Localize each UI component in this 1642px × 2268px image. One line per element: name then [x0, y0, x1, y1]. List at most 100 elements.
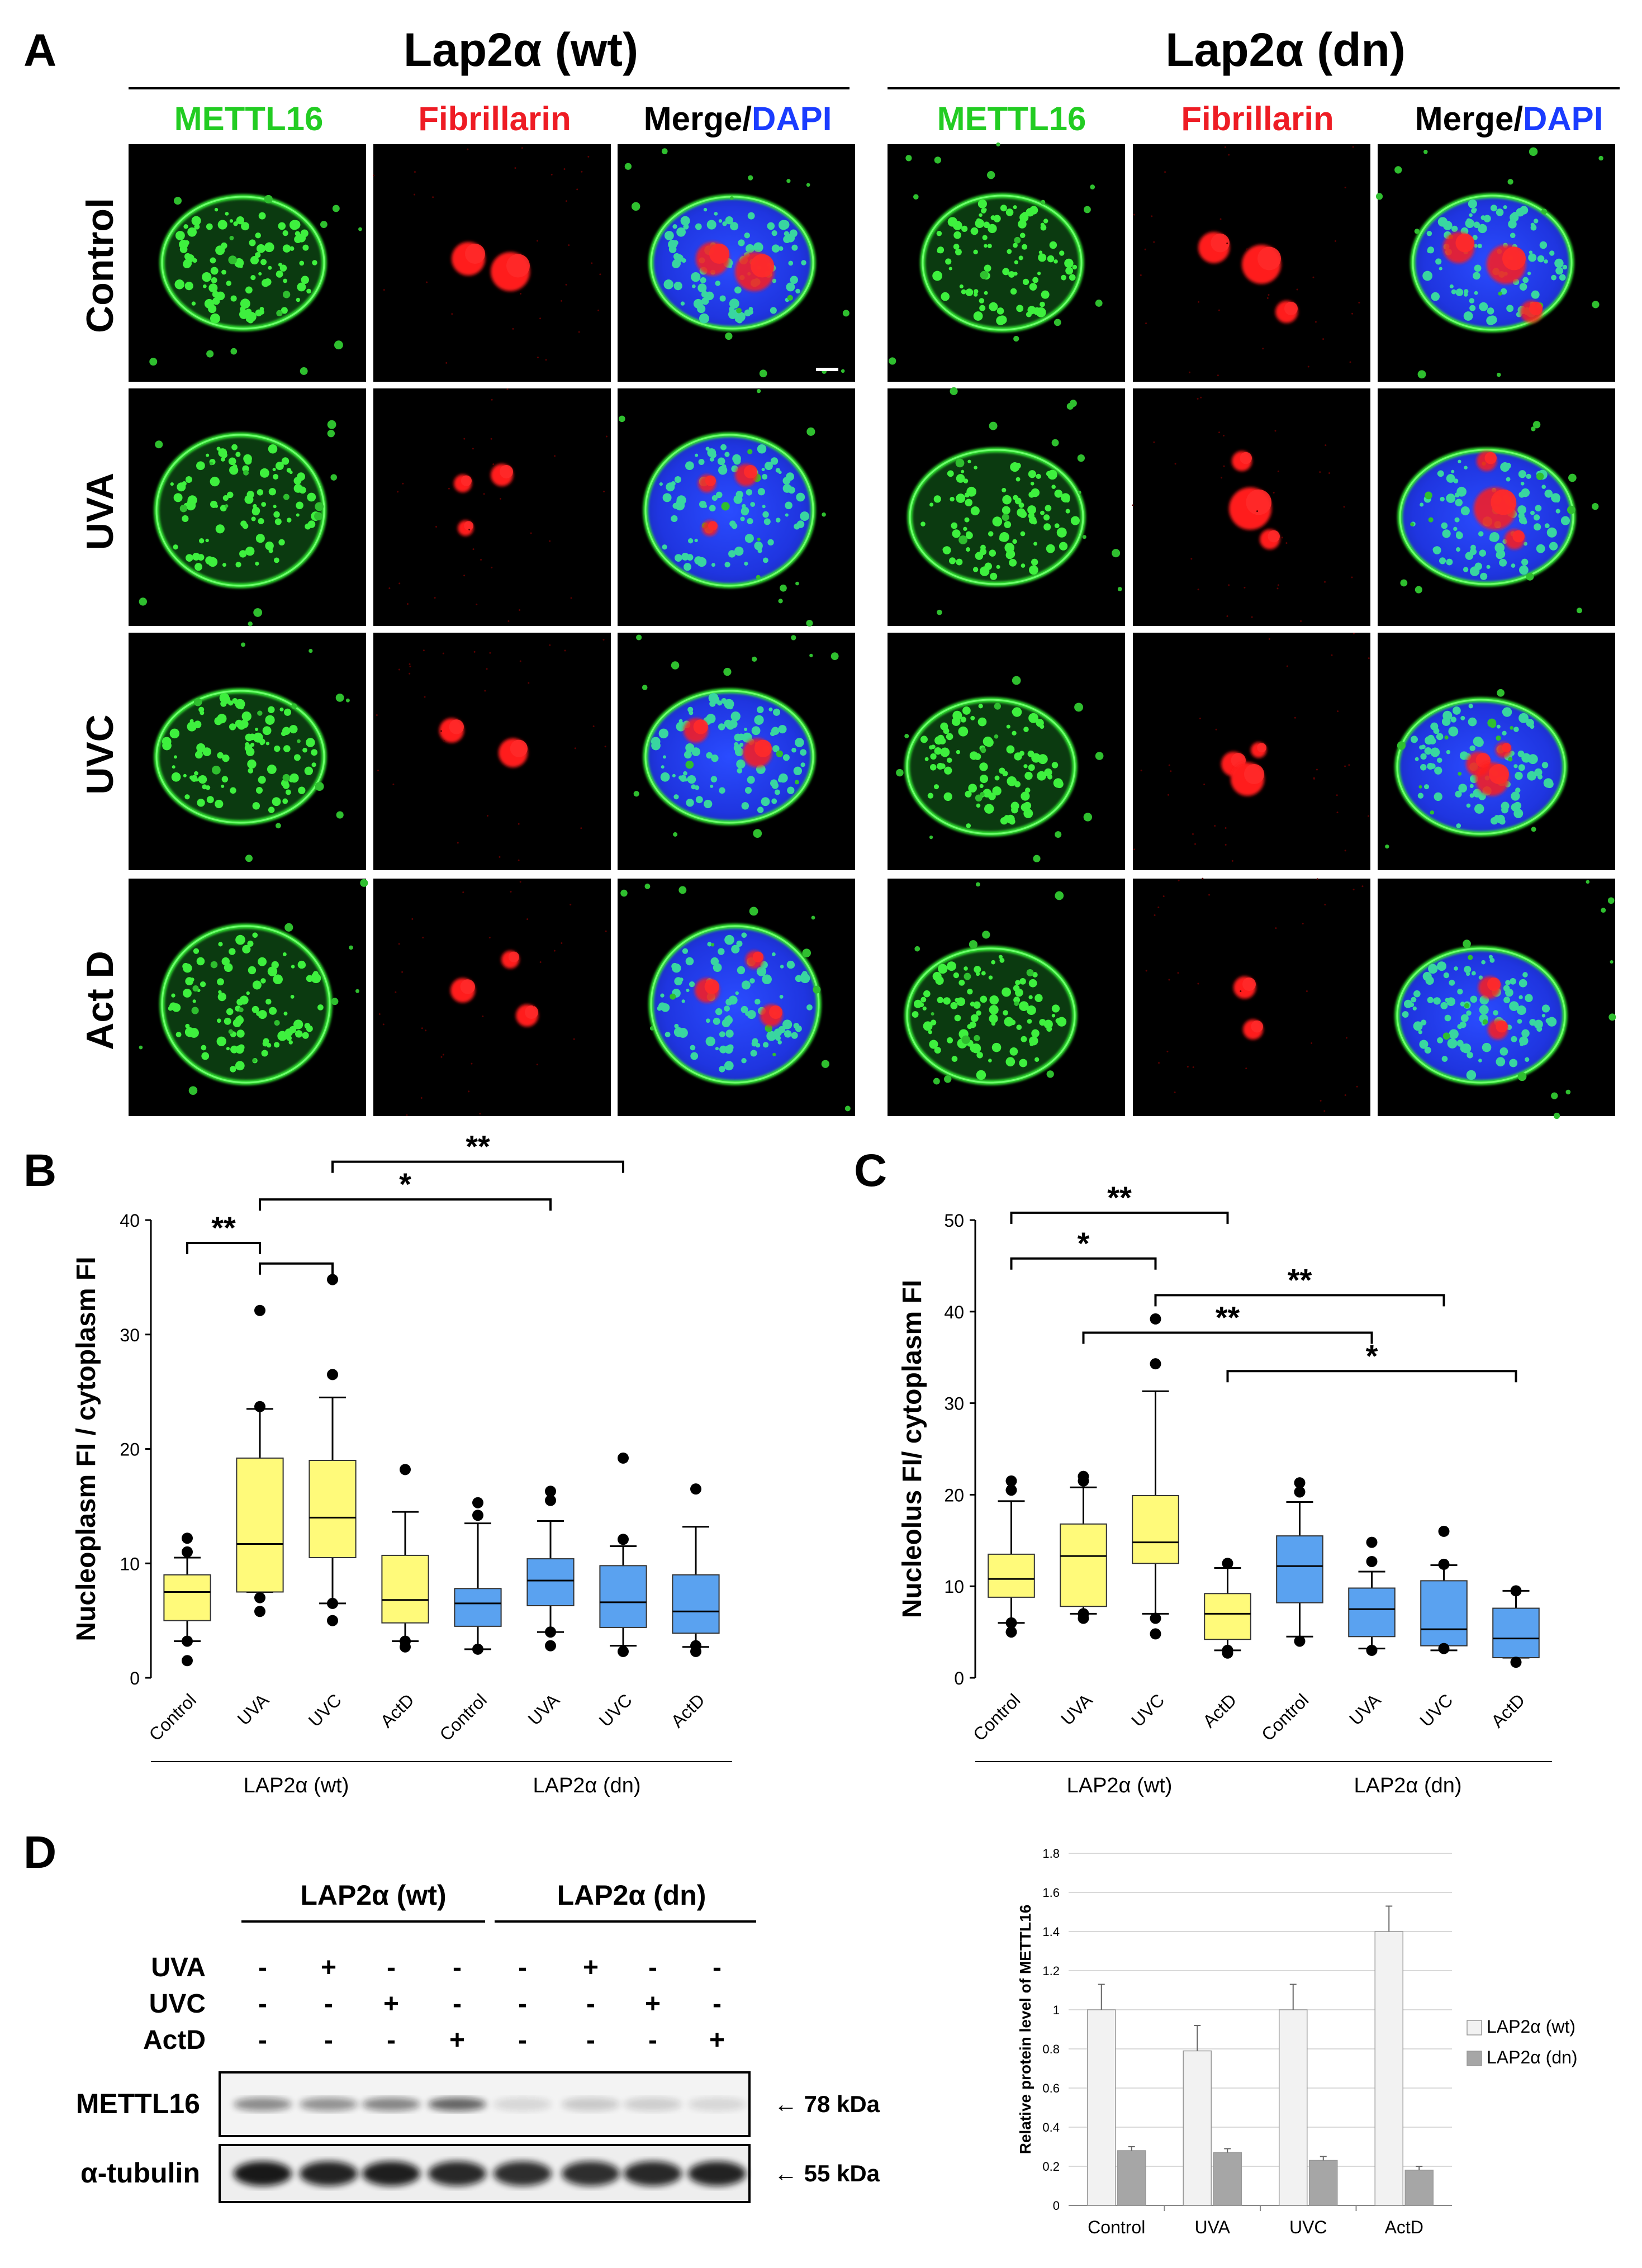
micrograph-panel [373, 388, 611, 626]
box [1132, 1495, 1179, 1564]
treatment-sign: - [713, 1989, 722, 2019]
box-plot-item [1420, 1525, 1468, 1654]
bar [1279, 2009, 1308, 2206]
chart-panel-c: 0 10 20 30 40 50 Nucleolus FI/ cytoplasm FI Con… [898, 1180, 1552, 1797]
blot-band [624, 2161, 682, 2186]
row-label-control: Control [79, 198, 121, 333]
x-tick-label: ActD [1385, 2217, 1423, 2237]
outlier-point [327, 1615, 338, 1626]
treatment-sign: - [586, 1989, 595, 2019]
header-merge-wt: Merge/DAPI [644, 100, 832, 137]
outlier-point [1366, 1536, 1378, 1548]
outlier-point [618, 1645, 629, 1657]
outlier-point [1294, 1635, 1306, 1647]
box [1276, 1535, 1323, 1603]
blot-band [562, 2161, 620, 2186]
box-plot-item [988, 1475, 1035, 1638]
outlier-point [1150, 1612, 1161, 1624]
blot-group-header: LAP2α (wt) [300, 1880, 446, 1911]
y-axis-label: Nucleolus FI/ cytoplasm FI [898, 1280, 927, 1618]
box-plot-item [163, 1532, 211, 1667]
treatment-sign: - [518, 2025, 527, 2055]
group-label: LAP2α (dn) [1354, 1774, 1461, 1797]
outlier-point [254, 1401, 265, 1412]
y-tick-label: 0 [130, 1668, 140, 1688]
significance-label: * [1078, 1226, 1090, 1261]
group-label: LAP2α (wt) [244, 1774, 349, 1797]
y-tick-label: 1 [1053, 2003, 1060, 2017]
band-label: METTL16 [76, 2088, 200, 2119]
outlier-point [1438, 1525, 1450, 1537]
bar [1404, 2170, 1434, 2206]
y-axis-label: Nucleoplasm FI / cytoplasm FI [72, 1256, 101, 1641]
y-tick-label: 0 [1053, 2199, 1060, 2213]
blot-band [428, 2098, 486, 2111]
treatment-sign: + [583, 1953, 599, 1982]
treatment-sign: - [518, 1953, 527, 1982]
micrograph-panel [618, 633, 855, 870]
merge-label: Merge/ [644, 100, 752, 137]
row-label-uvc: UVC [79, 714, 121, 795]
blot-band [234, 2161, 292, 2186]
treatment-sign: - [387, 2025, 396, 2055]
y-tick-label: 1.2 [1042, 1964, 1060, 1978]
micrograph-panel [888, 387, 1125, 626]
treatment-sign: + [645, 1989, 661, 2019]
treatment-sign: + [383, 1989, 399, 2019]
outlier-point [182, 1655, 193, 1667]
outlier-point [1078, 1470, 1089, 1482]
y-tick-label: 10 [944, 1577, 964, 1597]
y-axis-label: Relative protein level of METTL16 [1017, 1905, 1034, 2155]
chart-panel-d: 0 0.2 0.4 0.6 0.8 1 1.2 1.4 1.6 1.8 Relative prote… [1017, 1847, 1578, 2237]
treatment-sign: - [453, 1953, 462, 1982]
panel-letter-c: C [854, 1145, 887, 1196]
outlier-point [1005, 1475, 1017, 1487]
blot-band [562, 2098, 620, 2111]
box-plot-item [672, 1483, 720, 1657]
y-tick-label: 20 [120, 1440, 140, 1460]
treatment-sign: - [586, 2025, 595, 2055]
blot-band [300, 2098, 358, 2111]
treatment-sign: - [518, 1989, 527, 2019]
treatment-sign: + [709, 2025, 725, 2055]
outlier-point [1510, 1657, 1522, 1668]
dapi-label: DAPI [752, 100, 832, 137]
micrograph-panel [1375, 144, 1615, 382]
outlier-point [254, 1606, 265, 1617]
outlier-point [1438, 1558, 1450, 1570]
significance-label: ** [466, 1129, 490, 1164]
blot-group-header: LAP2α (dn) [557, 1880, 706, 1911]
treatment-sign: - [648, 1953, 657, 1982]
outlier-point [1438, 1643, 1450, 1654]
dapi-label: DAPI [1523, 100, 1603, 137]
outlier-point [327, 1369, 338, 1380]
legend-swatch [1467, 2020, 1482, 2035]
box [1060, 1523, 1107, 1607]
box-plot-item [381, 1464, 429, 1653]
blot-band [688, 2098, 746, 2111]
bar [1117, 2150, 1146, 2206]
box-plot-item [1060, 1470, 1107, 1624]
box [236, 1457, 284, 1593]
outlier-point [1150, 1358, 1161, 1370]
outlier-point [327, 1274, 338, 1285]
group-label: LAP2α (wt) [1067, 1774, 1173, 1797]
outlier-point [1005, 1626, 1017, 1638]
outlier-point [1294, 1477, 1306, 1489]
outlier-point [1510, 1585, 1522, 1597]
outlier-point [618, 1534, 629, 1545]
y-tick-label: 0.2 [1042, 2160, 1060, 2174]
x-tick-label: UVC [1127, 1690, 1168, 1730]
significance-label: ** [211, 1210, 236, 1245]
significance-bracket [259, 1262, 334, 1275]
outlier-point [182, 1532, 193, 1544]
box-plot-item [526, 1486, 575, 1652]
legend-label: LAP2α (wt) [1487, 2016, 1575, 2037]
significance-bracket: * [1226, 1338, 1517, 1383]
box [381, 1554, 429, 1624]
significance-bracket: ** [1010, 1180, 1229, 1224]
molecular-weight-marker: ← 78 kDa [774, 2091, 880, 2117]
outlier-point [1150, 1628, 1161, 1640]
treatment-sign: - [713, 1953, 722, 1982]
